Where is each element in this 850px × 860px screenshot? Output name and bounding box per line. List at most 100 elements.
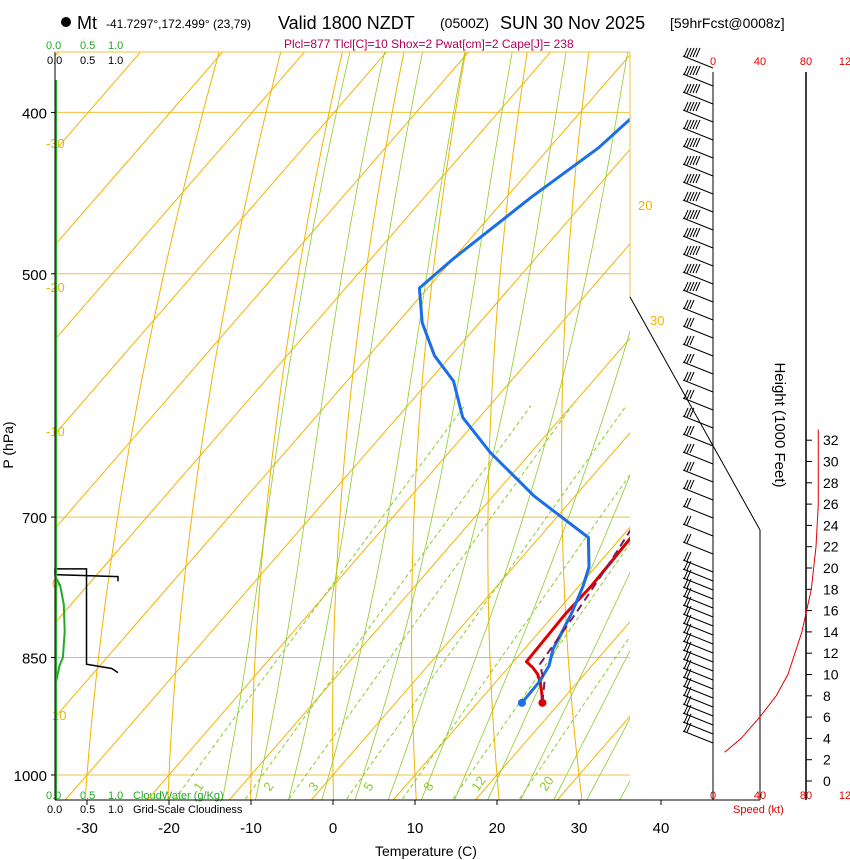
wind-barb-flag	[686, 245, 692, 256]
p-tick-label: 1000	[14, 768, 47, 785]
wind-barb-flag	[683, 191, 689, 202]
wind-barb-flag	[689, 353, 695, 364]
dry-adiabat	[702, 0, 752, 810]
wind-barb-flag	[695, 119, 701, 130]
wind-barb-flag	[692, 263, 698, 274]
wind-barb-flag	[683, 353, 689, 364]
temperature-profile	[524, 536, 630, 703]
mixing-ratio-label: 2	[260, 779, 276, 794]
wind-barb-flag	[686, 299, 692, 310]
moist-adiabat	[221, 52, 351, 800]
wind-barb	[682, 109, 714, 123]
wind-barb	[682, 73, 714, 87]
wind-barb-flag	[683, 587, 689, 598]
water-tick-bottom: 1.0	[108, 790, 123, 802]
wind-barb-flag	[692, 191, 698, 202]
wind-barb-flag	[683, 155, 689, 166]
wind-barb	[682, 289, 714, 303]
dry-adiabat	[834, 0, 850, 810]
wind-barb-flag	[689, 245, 695, 256]
wind-barb-flag	[689, 191, 695, 202]
isotherm	[146, 243, 630, 800]
height-tick-label: 10	[823, 667, 839, 683]
wind-barb-flag	[683, 83, 689, 94]
x-tick-label: -30	[76, 820, 98, 837]
p-tick-label: 400	[22, 105, 47, 122]
wind-barb-flag	[683, 65, 689, 76]
wind-barb-flag	[686, 407, 692, 418]
terrain-outline	[629, 296, 761, 800]
wind-barb	[682, 433, 714, 447]
wind-barb-flag	[686, 101, 692, 112]
wind-barb	[682, 307, 714, 321]
mixing-ratio-line	[401, 473, 630, 800]
x-tick-label: 10	[407, 820, 424, 837]
x-tick-label: 0	[329, 820, 337, 837]
wind-barb-flag	[683, 641, 689, 652]
speed-tick-bottom: 80	[800, 790, 812, 802]
wind-barb-flag	[695, 281, 701, 292]
wind-barb-flag	[683, 659, 689, 670]
wind-barb-flag	[689, 407, 695, 418]
cloud-water-label: CloudWater (g/Kg)	[133, 790, 224, 802]
wind-barb-flag	[683, 560, 689, 571]
wind-barb-flag	[686, 155, 692, 166]
x-axis-title: Temperature (C)	[375, 843, 477, 859]
wind-barb-flag	[689, 281, 695, 292]
surface-dewpoint-dot	[517, 698, 526, 707]
wind-barb-flag	[686, 443, 692, 454]
wind-barb-flag	[683, 533, 689, 544]
wind-barb-flag	[686, 191, 692, 202]
isotherm	[630, 0, 850, 810]
wind-barb-flag	[683, 614, 689, 625]
wind-barb-flag	[686, 713, 692, 724]
wind-barb-flag	[683, 713, 689, 724]
wind-barb-flag	[689, 389, 695, 400]
wind-barb-flag	[689, 299, 695, 310]
wind-barb-flag	[695, 173, 701, 184]
x-tick-label: 20	[489, 820, 506, 837]
wind-barb-flag	[686, 605, 692, 616]
wind-barb	[682, 523, 714, 537]
wind-barb-flag	[686, 47, 692, 58]
wind-barb-flag	[686, 461, 692, 472]
water-tick-bottom: 0.5	[80, 790, 95, 802]
height-tick-label: 8	[823, 688, 831, 704]
cloudiness-label: Grid-Scale Cloudiness	[133, 804, 243, 816]
wind-barb-flag	[683, 479, 689, 490]
height-tick-label: 18	[823, 581, 839, 597]
wind-barb-flag	[683, 317, 689, 328]
x-tick-label: 30	[571, 820, 588, 837]
wind-barb-flag	[686, 515, 692, 526]
wind-barb-flag	[683, 335, 689, 346]
wind-barb-flag	[683, 704, 689, 715]
dry-adiabat	[411, 52, 467, 800]
height-tick-label: 0	[823, 773, 831, 789]
height-tick-label: 24	[823, 517, 839, 533]
wind-barb-flag	[686, 632, 692, 643]
forecast-date: SUN 30 Nov 2025	[500, 13, 645, 33]
wind-barb-flag	[686, 695, 692, 706]
dewpoint-profile	[417, 117, 630, 704]
height-axis-title: Height (1000 Feet)	[771, 362, 788, 487]
wind-barb	[682, 325, 714, 339]
wind-barb-flag	[686, 686, 692, 697]
wind-barb-flag	[683, 227, 689, 238]
height-tick-label: 16	[823, 603, 839, 619]
isotherm	[55, 52, 470, 530]
wind-barb-flag	[683, 677, 689, 688]
cloud-tick-bottom: 0.5	[80, 804, 95, 816]
mixing-ratio-line	[244, 405, 532, 800]
wind-barb-flag	[683, 263, 689, 274]
moist-adiabat	[255, 52, 385, 800]
wind-barb-flag	[683, 47, 689, 58]
speed-tick-top: 12	[839, 56, 850, 68]
isotherm	[55, 52, 142, 152]
mixing-ratio-line	[287, 405, 573, 800]
isotherm	[474, 621, 630, 800]
wind-barb-flag	[686, 677, 692, 688]
cloud-tick-top: 0.5	[80, 55, 95, 67]
wind-barb-flag	[683, 497, 689, 508]
wind-barb-flag	[683, 596, 689, 607]
parcel-path	[538, 529, 630, 703]
